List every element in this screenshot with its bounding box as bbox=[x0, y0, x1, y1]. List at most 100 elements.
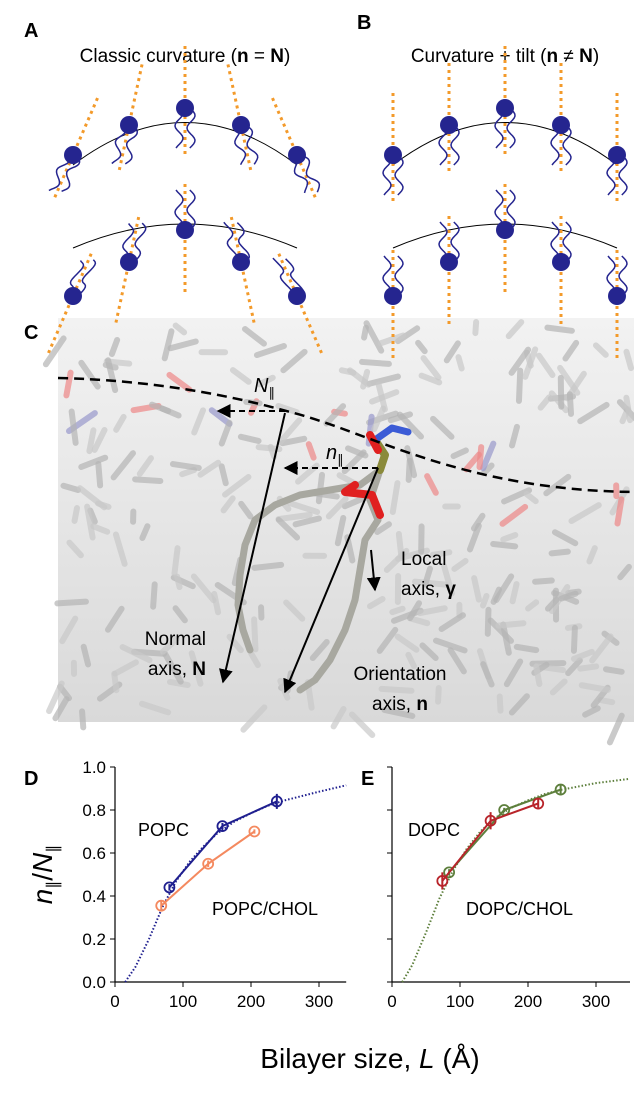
fit-curve bbox=[401, 777, 631, 983]
background-stick bbox=[480, 440, 497, 472]
background-stick bbox=[179, 467, 198, 478]
lipid-head bbox=[384, 287, 402, 305]
lipid-head bbox=[288, 146, 306, 164]
background-stick bbox=[52, 696, 70, 722]
background-stick bbox=[396, 411, 424, 440]
background-stick bbox=[68, 408, 79, 446]
background-stick bbox=[525, 599, 540, 612]
background-stick bbox=[537, 394, 553, 411]
lipid-head bbox=[64, 287, 82, 305]
lipid-tail bbox=[506, 107, 516, 149]
background-stick bbox=[162, 650, 184, 685]
local-axis-label: axis, γ bbox=[401, 579, 456, 600]
series-label: DOPC/CHOL bbox=[466, 899, 573, 919]
y-axis-label-part: ∥ bbox=[45, 845, 62, 853]
background-stick bbox=[46, 680, 65, 715]
background-stick bbox=[218, 463, 229, 487]
background-stick bbox=[80, 643, 92, 668]
background-stick bbox=[617, 563, 632, 581]
background-stick bbox=[471, 575, 482, 603]
lipid-tail bbox=[61, 154, 81, 192]
lipid-tail bbox=[124, 124, 139, 165]
lipid-head bbox=[552, 253, 570, 271]
y-tick-label: 0.8 bbox=[82, 801, 106, 820]
background-stick bbox=[523, 491, 539, 505]
background-stick bbox=[406, 600, 423, 622]
lipid-tail bbox=[506, 189, 516, 231]
background-stick bbox=[549, 678, 568, 696]
x-tick-label: 200 bbox=[514, 992, 542, 1011]
background-stick bbox=[238, 500, 254, 520]
background-stick bbox=[66, 539, 84, 559]
x-tick-label: 0 bbox=[387, 992, 396, 1011]
background-stick bbox=[256, 374, 276, 388]
background-stick bbox=[366, 595, 386, 610]
background-stick bbox=[470, 512, 486, 532]
background-stick bbox=[78, 359, 101, 390]
lipid-head bbox=[288, 287, 306, 305]
background-stick bbox=[119, 644, 153, 664]
lipid-tail bbox=[450, 124, 460, 166]
background-stick bbox=[361, 324, 369, 341]
orientation-axis-arrow bbox=[283, 467, 379, 694]
lipid-head bbox=[384, 146, 402, 164]
background-stick bbox=[171, 545, 181, 577]
background-stick bbox=[480, 592, 490, 609]
panel-label: B bbox=[357, 12, 371, 34]
normal-axis-label: Normal bbox=[145, 629, 206, 650]
background-stick bbox=[159, 405, 182, 419]
background-stick bbox=[78, 454, 109, 470]
background-stick bbox=[463, 451, 482, 473]
background-stick bbox=[376, 626, 399, 654]
background-stick bbox=[222, 474, 252, 498]
background-stick bbox=[451, 557, 469, 572]
background-stick bbox=[412, 578, 449, 588]
background-stick bbox=[104, 605, 125, 633]
lipid-tail bbox=[301, 154, 321, 193]
lipid-tail bbox=[394, 154, 404, 196]
background-stick bbox=[408, 615, 431, 627]
lipid-tail bbox=[562, 221, 572, 263]
lipid-head bbox=[608, 287, 626, 305]
background-stick bbox=[466, 522, 482, 553]
background-stick bbox=[112, 531, 128, 567]
lipid-chain bbox=[371, 424, 412, 444]
orientation-axis-label-part: n bbox=[416, 694, 428, 715]
background-stick bbox=[369, 389, 400, 405]
background-stick bbox=[568, 502, 602, 524]
background-stick bbox=[54, 598, 89, 607]
background-stick bbox=[229, 367, 252, 385]
lipid-tail bbox=[394, 255, 404, 297]
local-axis-label: Local bbox=[401, 549, 446, 570]
background-stick bbox=[275, 511, 313, 523]
background-stick bbox=[441, 562, 455, 597]
n-parallel-label-part: ∥ bbox=[337, 452, 344, 467]
background-stick bbox=[60, 482, 82, 494]
background-stick bbox=[166, 371, 193, 393]
background-stick bbox=[472, 319, 480, 337]
normal-axis-label-part: axis, bbox=[148, 659, 192, 680]
background-stick bbox=[371, 405, 387, 433]
lipid-tail bbox=[618, 255, 628, 297]
background-stick bbox=[188, 650, 204, 687]
background-stick bbox=[435, 685, 442, 705]
background-stick bbox=[496, 693, 504, 714]
normal-axis-label: axis, N bbox=[148, 659, 206, 680]
background-stick bbox=[360, 368, 371, 390]
background-stick bbox=[430, 415, 455, 440]
background-stick bbox=[159, 635, 180, 655]
background-stick bbox=[515, 367, 524, 404]
background-stick bbox=[59, 615, 79, 645]
panel-label: E bbox=[361, 768, 374, 790]
background-stick bbox=[548, 548, 571, 557]
background-stick bbox=[377, 332, 407, 347]
schematic-title-part: ) bbox=[284, 46, 290, 67]
background-stick bbox=[112, 659, 139, 677]
background-stick bbox=[161, 328, 175, 362]
y-tick-label: 0.0 bbox=[82, 973, 106, 992]
background-stick bbox=[251, 616, 259, 653]
background-stick bbox=[505, 319, 525, 340]
background-stick bbox=[139, 523, 151, 541]
background-stick bbox=[592, 342, 609, 358]
background-stick bbox=[330, 705, 347, 730]
